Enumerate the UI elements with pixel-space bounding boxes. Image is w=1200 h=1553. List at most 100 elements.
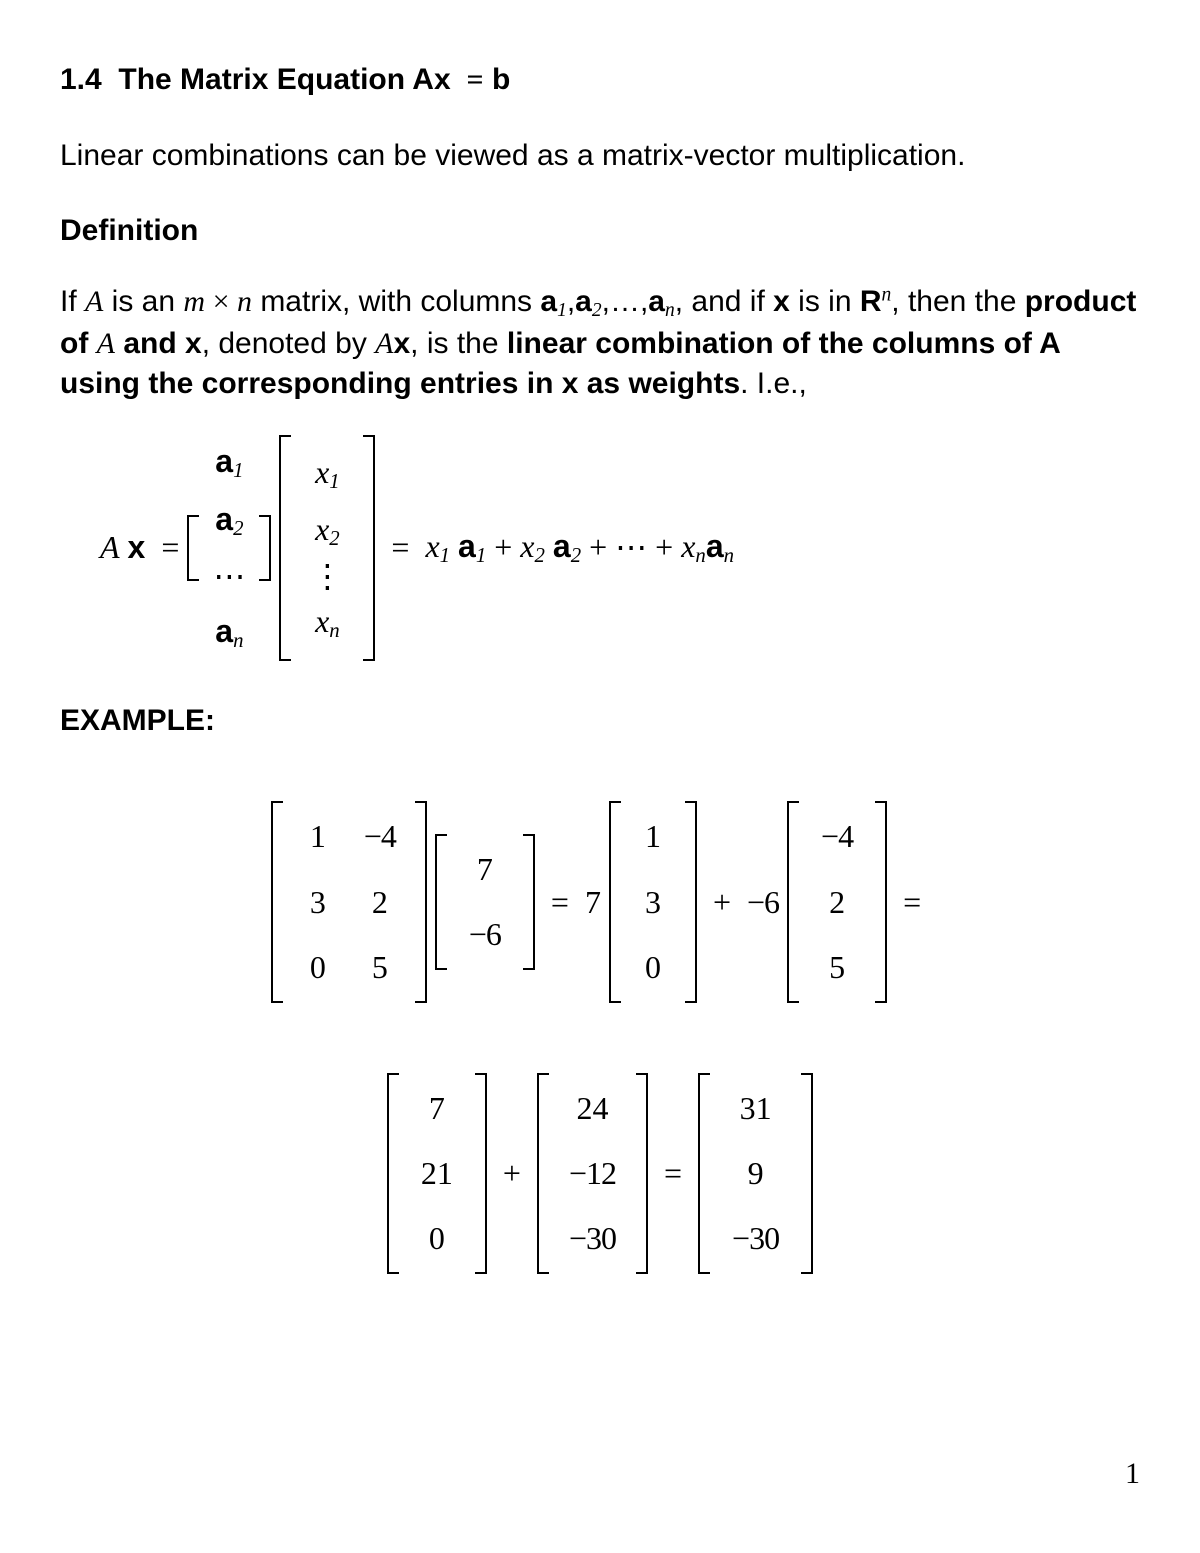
x: x <box>520 528 534 564</box>
cell: −30 <box>569 1217 616 1260</box>
cell: 1 <box>645 815 661 858</box>
cell: 24 <box>576 1087 608 1130</box>
sym-a: a <box>540 285 557 318</box>
t <box>205 285 213 318</box>
t: If <box>60 285 85 318</box>
definition-body: If A is an m × n matrix, with columns a1… <box>60 282 1140 405</box>
eq-sign <box>459 63 467 96</box>
col-entry: an <box>215 610 243 655</box>
a: a <box>706 528 724 564</box>
ellipsis: … <box>610 285 640 318</box>
vector-x: 7 −6 <box>435 834 535 970</box>
cell: −30 <box>732 1217 779 1260</box>
col-entry: a2 <box>215 498 243 543</box>
vector-result: 31 9 −30 <box>698 1073 813 1275</box>
vector-v2: 24 −12 −30 <box>537 1073 648 1275</box>
sub: 1 <box>233 459 243 482</box>
x: x <box>315 603 329 639</box>
cell: 2 <box>363 881 397 924</box>
a: a <box>215 501 233 537</box>
cdots: ⋯ <box>615 526 647 569</box>
sub: 1 <box>329 470 339 493</box>
sub: 2 <box>233 517 243 540</box>
vector-col1: 1 3 0 <box>609 801 697 1003</box>
sub: n <box>665 299 675 320</box>
sub: 2 <box>535 544 545 567</box>
intro-text: Linear combinations can be viewed as a m… <box>60 139 965 172</box>
example-equation-line2: 7 21 0 + 24 −12 −30 = 31 9 −30 <box>387 1073 813 1275</box>
sym-x: x <box>128 526 146 569</box>
vec-entry: xn <box>315 600 340 645</box>
x: x <box>315 454 329 490</box>
matrix-A: 1−4 32 05 <box>271 801 427 1003</box>
plus: + <box>495 1152 529 1195</box>
x: x <box>315 511 329 547</box>
t: , is the <box>410 327 507 360</box>
cell: 3 <box>301 881 335 924</box>
x: x <box>681 528 695 564</box>
cell: −6 <box>469 913 501 956</box>
cell: 0 <box>645 946 661 989</box>
col-vector-x: x1 x2 ⋮ xn <box>279 435 375 661</box>
plus: + <box>494 526 512 569</box>
section-title: 1.4 The Matrix Equation Ax = b <box>60 60 1140 101</box>
cell: 3 <box>645 881 661 924</box>
equation-definition: Ax = a1 a2 ⋯ an x1 x2 ⋮ xn = x1 a1 + x2 … <box>60 435 1140 661</box>
plus: + <box>655 526 673 569</box>
sym-a: a <box>575 285 592 318</box>
sub: 1 <box>476 544 486 567</box>
example-equation-line1: 1−4 32 05 7 −6 = 7 1 3 0 + −6 −4 2 5 = <box>271 801 929 1003</box>
sym-R: R <box>860 285 882 318</box>
eq-sign: = <box>383 526 417 569</box>
cell: 21 <box>421 1152 453 1195</box>
cell: −12 <box>569 1152 616 1195</box>
t-bold: and x <box>115 327 202 360</box>
sub: 1 <box>440 544 450 567</box>
t: , and if <box>675 285 773 318</box>
sub: 2 <box>571 544 581 567</box>
sub: 1 <box>557 299 567 320</box>
t: matrix, with columns <box>252 285 540 318</box>
t: , <box>602 285 610 318</box>
scalar: −6 <box>747 881 779 924</box>
cell: 2 <box>829 881 845 924</box>
col-entry: a1 <box>215 440 243 485</box>
cdots: ⋯ <box>213 555 245 598</box>
vector-v1: 7 21 0 <box>387 1073 487 1275</box>
sym-m: m <box>183 285 205 318</box>
sub: 2 <box>592 299 602 320</box>
example-heading: EXAMPLE: <box>60 701 1140 742</box>
eq-sign: = <box>153 526 179 569</box>
sym-times: × <box>213 285 230 318</box>
scalar: 7 <box>585 881 601 924</box>
row-matrix: a1 a2 ⋯ an <box>187 515 271 581</box>
a: a <box>553 528 571 564</box>
section-title-text: The Matrix Equation Ax <box>118 63 450 96</box>
t: is in <box>790 285 860 318</box>
x: x <box>425 528 439 564</box>
section-number: 1.4 <box>60 63 102 96</box>
t: . I.e., <box>740 367 807 400</box>
space <box>484 63 492 96</box>
sub: n <box>329 619 339 642</box>
sym-n: n <box>237 285 252 318</box>
a: a <box>215 613 233 649</box>
rhs-term: x2 a2 <box>520 525 581 570</box>
cell: 0 <box>429 1217 445 1260</box>
cell: −4 <box>363 815 397 858</box>
rhs-term: xnan <box>681 525 734 570</box>
eq-sign-char: = <box>467 63 484 96</box>
cell: 31 <box>740 1087 772 1130</box>
t: , denoted by <box>202 327 375 360</box>
eq-sign: = <box>656 1152 690 1195</box>
rhs-term: x1 a1 <box>425 525 486 570</box>
a: a <box>458 528 476 564</box>
cell: 7 <box>429 1087 445 1130</box>
sym-x: x <box>393 327 410 360</box>
sup: n <box>882 284 892 305</box>
t: is an <box>103 285 183 318</box>
sub: 2 <box>329 527 339 550</box>
vector-col2: −4 2 5 <box>787 801 887 1003</box>
definition-heading: Definition <box>60 211 1140 252</box>
vdots: ⋮ <box>311 565 343 587</box>
